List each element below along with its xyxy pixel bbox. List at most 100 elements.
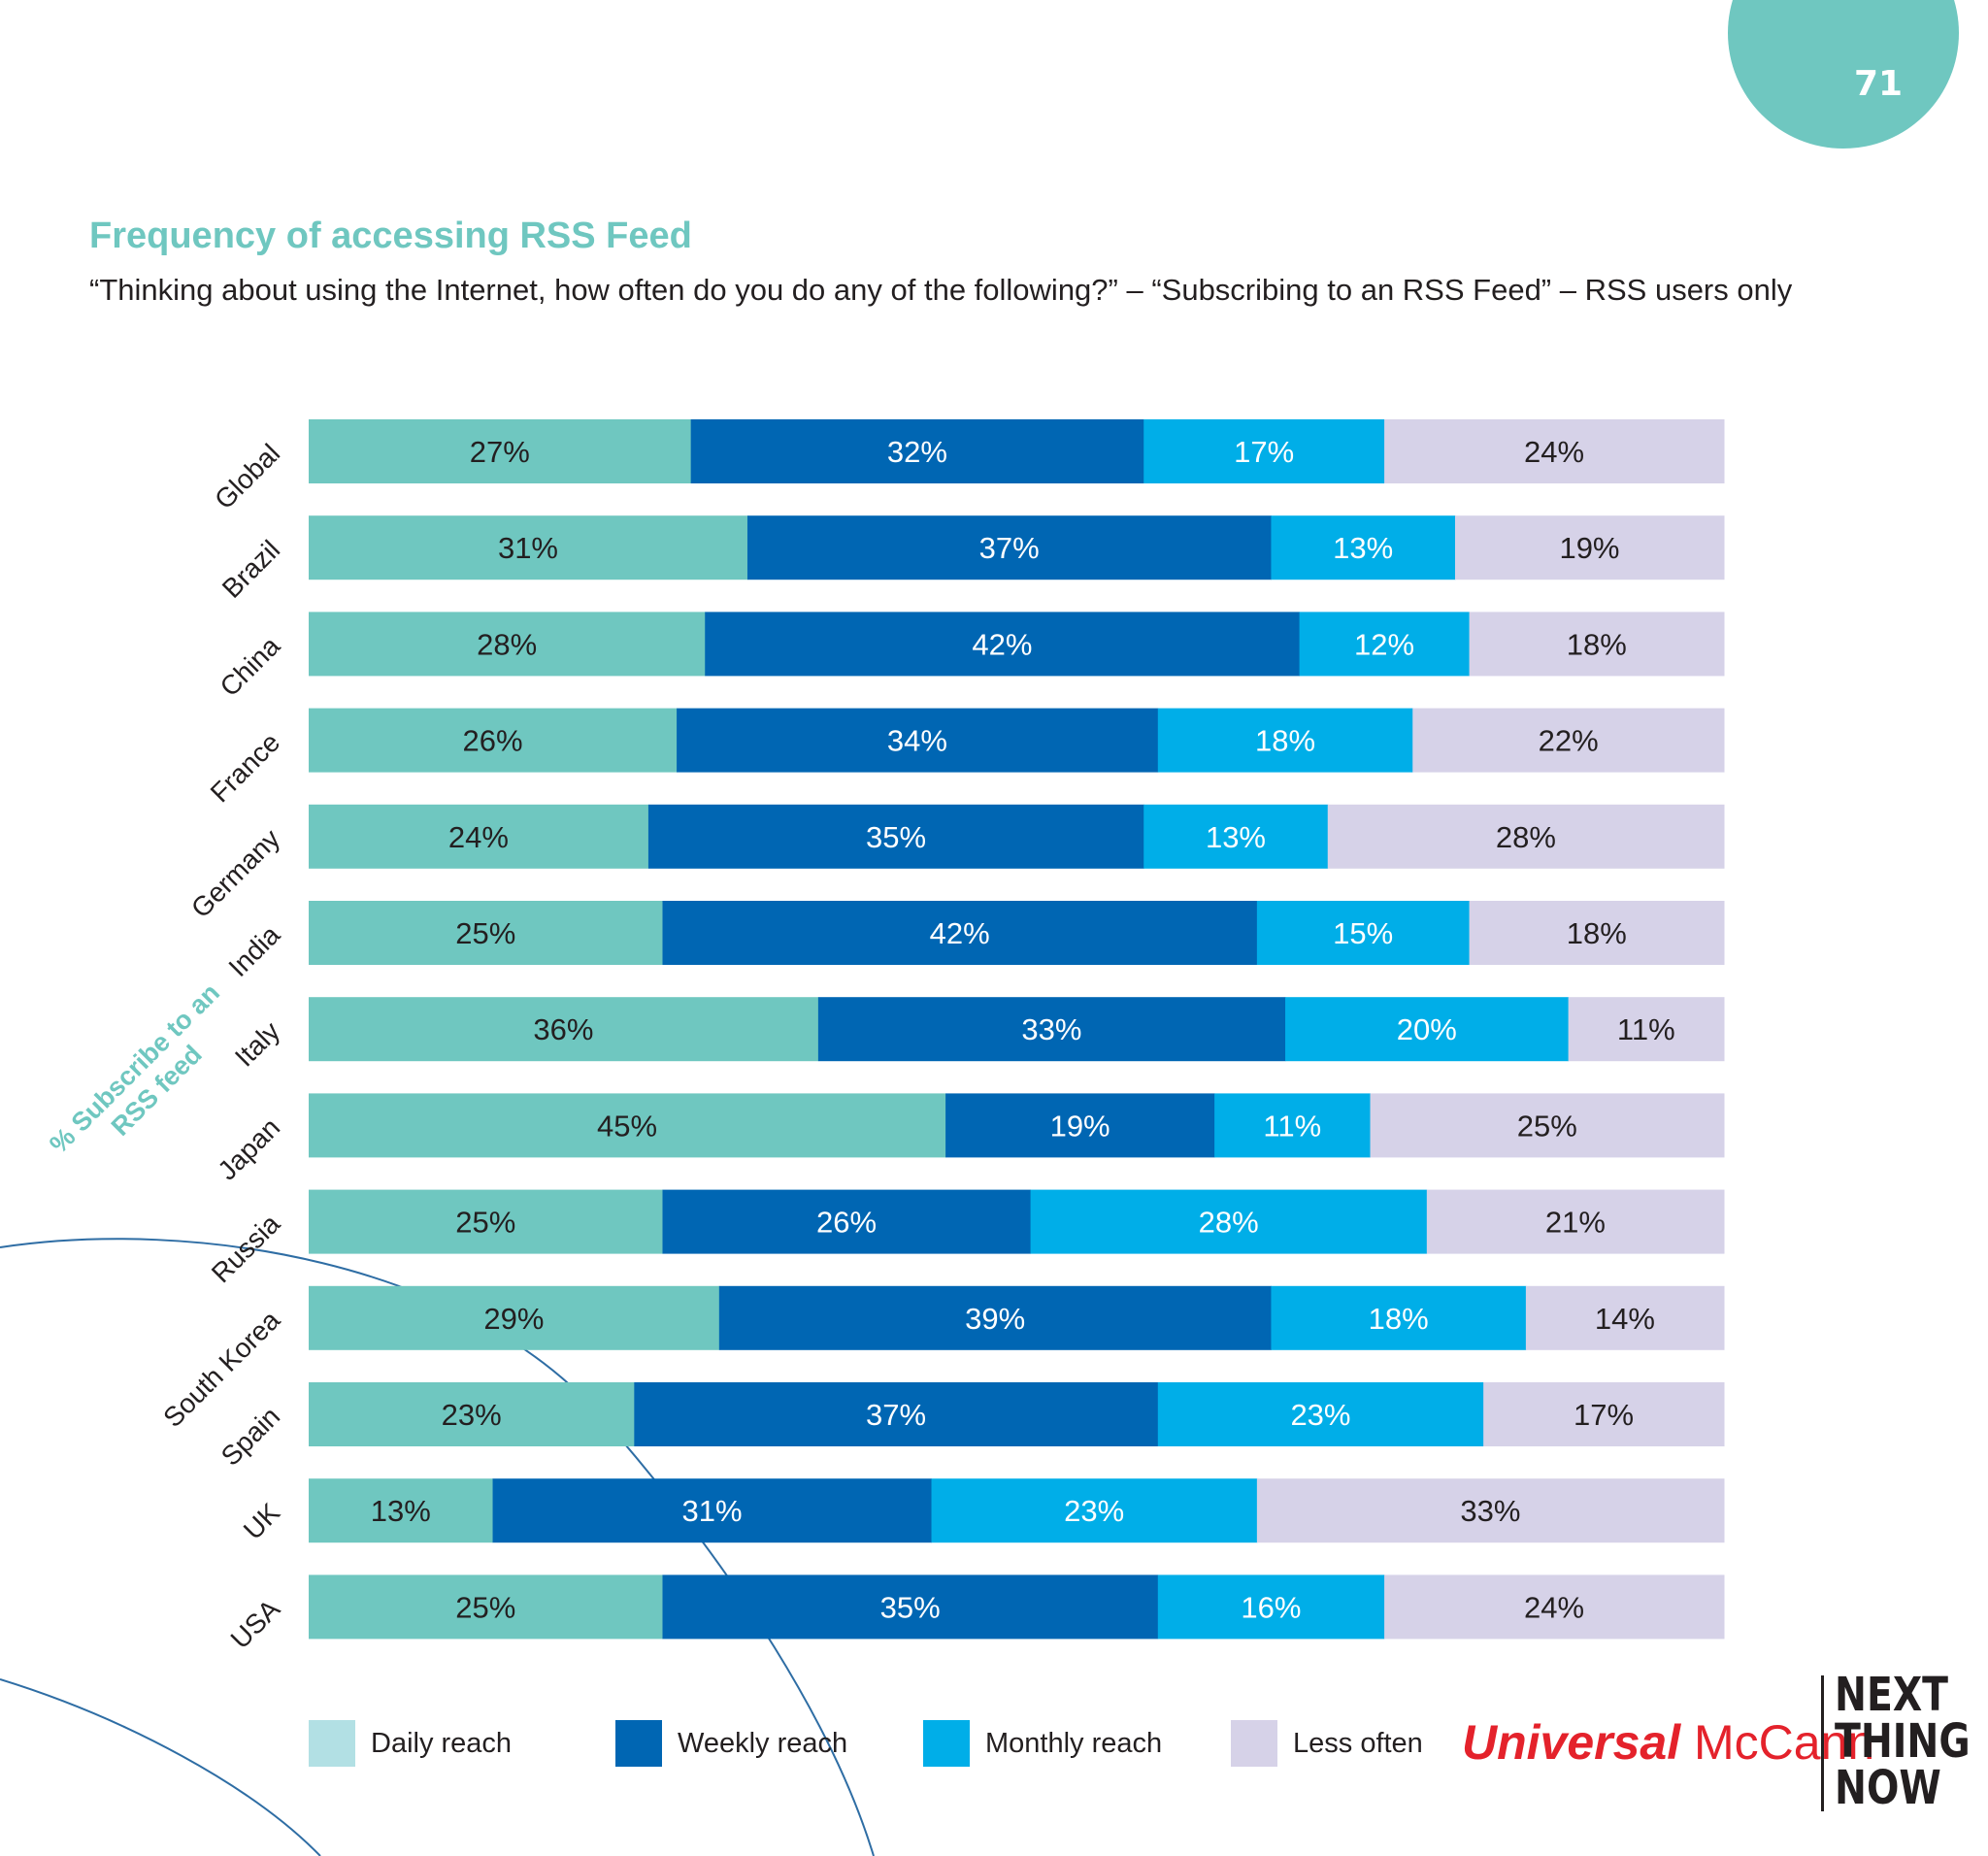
legend-swatch bbox=[615, 1720, 662, 1767]
bar-segment-less-often bbox=[1370, 1093, 1725, 1158]
bar-segment-daily-reach bbox=[309, 1093, 946, 1158]
bar-segment-less-often bbox=[1256, 1478, 1725, 1543]
data-label: 21% bbox=[1545, 1206, 1606, 1240]
bar-segment-daily-reach bbox=[309, 1189, 663, 1254]
bar-segment-less-often bbox=[1454, 515, 1725, 580]
legend-item-monthly-reach: Monthly reach bbox=[923, 1720, 1162, 1767]
bar-row-brazil: 31% 37% 13% 19% bbox=[309, 515, 1725, 580]
chart-title: Frequency of accessing RSS Feed bbox=[89, 215, 692, 256]
legend-item-daily-reach: Daily reach bbox=[309, 1720, 512, 1767]
bar-segment-monthly-reach bbox=[1157, 708, 1413, 773]
data-label: 13% bbox=[1333, 531, 1393, 565]
bar-segment-daily-reach bbox=[309, 1285, 720, 1350]
bar-row-india: 25% 42% 15% 18% bbox=[309, 901, 1725, 965]
legend-label: Daily reach bbox=[371, 1727, 513, 1759]
bar-row-south-korea: 29% 39% 18% 14% bbox=[309, 1285, 1725, 1350]
bar-row-global: 27% 32% 17% 24% bbox=[309, 419, 1725, 483]
bar-segment-less-often bbox=[1384, 419, 1725, 483]
data-label: 24% bbox=[1524, 435, 1584, 469]
data-label: 26% bbox=[463, 724, 523, 758]
data-label: 37% bbox=[979, 531, 1040, 565]
data-label: 28% bbox=[1199, 1206, 1259, 1240]
data-label: 25% bbox=[455, 1590, 515, 1624]
bar-segment-monthly-reach bbox=[1271, 1285, 1527, 1350]
data-label: 33% bbox=[1021, 1012, 1081, 1046]
data-label: 18% bbox=[1567, 916, 1627, 950]
bar-segment-less-often bbox=[1525, 1285, 1725, 1350]
bar-row-spain: 23% 37% 23% 17% bbox=[309, 1382, 1725, 1446]
bar-segment-less-often bbox=[1469, 901, 1725, 965]
data-label: 19% bbox=[1050, 1109, 1110, 1143]
data-label: 18% bbox=[1369, 1302, 1429, 1336]
logo-universal-text: Universal bbox=[1462, 1715, 1681, 1770]
bar-segment-weekly-reach bbox=[662, 901, 1258, 965]
data-label: 31% bbox=[498, 531, 558, 565]
data-label: 22% bbox=[1539, 724, 1599, 758]
next-thing-now-logo: NEXT THING NOW bbox=[1835, 1672, 1971, 1815]
category-label: France bbox=[205, 727, 286, 809]
bar-segment-less-often bbox=[1426, 1189, 1725, 1254]
legend-swatch bbox=[923, 1720, 970, 1767]
data-label: 17% bbox=[1234, 435, 1294, 469]
bar-segment-monthly-reach bbox=[1285, 997, 1570, 1062]
legend-item-less-often: Less often bbox=[1231, 1720, 1423, 1767]
data-label: 18% bbox=[1567, 627, 1627, 661]
legend-swatch bbox=[309, 1720, 355, 1767]
category-label: India bbox=[222, 919, 285, 982]
bar-segment-monthly-reach bbox=[1299, 612, 1471, 677]
bar-segment-daily-reach bbox=[309, 612, 706, 677]
bar-row-usa: 25% 35% 16% 24% bbox=[309, 1574, 1725, 1640]
data-label: 24% bbox=[448, 820, 509, 854]
data-label: 45% bbox=[597, 1109, 657, 1143]
bar-segment-daily-reach bbox=[309, 515, 748, 580]
bar-segment-weekly-reach bbox=[746, 515, 1272, 580]
category-label: Spain bbox=[215, 1401, 286, 1472]
bar-segment-weekly-reach bbox=[817, 997, 1286, 1062]
data-label: 15% bbox=[1333, 916, 1393, 950]
bar-segment-daily-reach bbox=[309, 997, 819, 1062]
bar-row-japan: 45% 19% 11% 25% bbox=[309, 1093, 1725, 1158]
data-label: 36% bbox=[533, 1012, 593, 1046]
data-label: 37% bbox=[866, 1398, 926, 1432]
bar-segment-daily-reach bbox=[309, 1382, 635, 1446]
data-label: 42% bbox=[930, 916, 990, 950]
data-label: 11% bbox=[1617, 1012, 1675, 1046]
bar-segment-monthly-reach bbox=[1157, 1574, 1385, 1640]
page-number: 71 bbox=[1853, 64, 1904, 104]
bar-segment-daily-reach bbox=[309, 708, 678, 773]
bar-segment-monthly-reach bbox=[931, 1478, 1258, 1543]
data-label: 13% bbox=[371, 1494, 431, 1528]
bar-segment-monthly-reach bbox=[1271, 515, 1456, 580]
bar-segment-daily-reach bbox=[309, 1574, 663, 1640]
bar-segment-monthly-reach bbox=[1256, 901, 1471, 965]
data-label: 28% bbox=[477, 627, 537, 661]
logo-now: NOW bbox=[1835, 1761, 1941, 1815]
bar-row-france: 26% 34% 18% 22% bbox=[309, 708, 1725, 773]
data-label: 16% bbox=[1241, 1590, 1301, 1624]
legend-label: Weekly reach bbox=[678, 1727, 848, 1759]
data-label: 19% bbox=[1559, 531, 1619, 565]
bar-segment-weekly-reach bbox=[718, 1285, 1272, 1350]
data-label: 27% bbox=[470, 435, 530, 469]
bar-segment-weekly-reach bbox=[705, 612, 1301, 677]
data-label: 26% bbox=[816, 1206, 877, 1240]
bar-row-russia: 25% 26% 28% 21% bbox=[309, 1189, 1725, 1254]
bar-segment-monthly-reach bbox=[1143, 419, 1385, 483]
category-label: Germany bbox=[185, 823, 285, 923]
category-label: Russia bbox=[206, 1209, 286, 1289]
data-label: 31% bbox=[682, 1494, 743, 1528]
data-label: 25% bbox=[455, 1206, 515, 1240]
data-label: 14% bbox=[1595, 1302, 1655, 1336]
bar-segment-less-often bbox=[1483, 1382, 1725, 1446]
data-label: 23% bbox=[1064, 1494, 1124, 1528]
bar-segment-less-often bbox=[1384, 1574, 1725, 1640]
category-label: UK bbox=[238, 1497, 286, 1545]
universal-mccann-logo: Universal McCann bbox=[1462, 1713, 1874, 1772]
legend-item-weekly-reach: Weekly reach bbox=[615, 1720, 847, 1767]
bar-segment-weekly-reach bbox=[662, 1574, 1159, 1640]
bar-row-italy: 36% 33% 20% 11% bbox=[309, 997, 1725, 1062]
bar-segment-weekly-reach bbox=[690, 419, 1144, 483]
data-label: 32% bbox=[887, 435, 947, 469]
data-label: 23% bbox=[1290, 1398, 1350, 1432]
data-label: 20% bbox=[1397, 1012, 1457, 1046]
